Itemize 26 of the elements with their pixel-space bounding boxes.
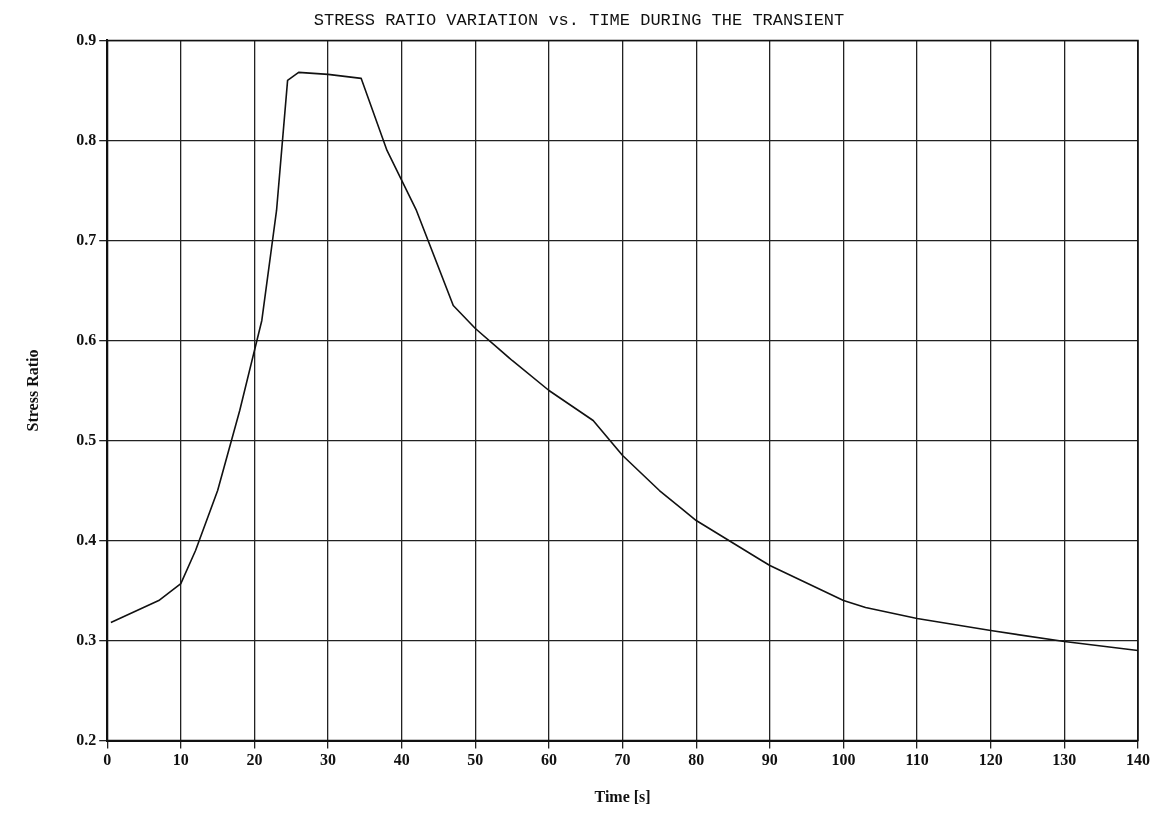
chart-title: STRESS RATIO VARIATION vs. TIME DURING THE TRANSIENT <box>313 10 845 30</box>
x-tick-label: 90 <box>761 751 778 769</box>
x-tick-label: 0 <box>103 751 112 769</box>
x-tick-label: 130 <box>1052 751 1077 769</box>
y-tick-label: 0.2 <box>76 730 97 748</box>
x-tick-label: 10 <box>172 751 189 769</box>
y-tick-label: 0.5 <box>76 430 97 448</box>
x-tick-label: 80 <box>688 751 705 769</box>
y-axis-title: Stress Ratio <box>23 349 41 432</box>
x-tick-label: 120 <box>978 751 1003 769</box>
x-tick-label: 110 <box>905 751 929 769</box>
y-tick-label: 0.6 <box>76 330 97 348</box>
x-tick-label: 50 <box>467 751 484 769</box>
y-tick-label: 0.7 <box>76 230 97 248</box>
x-tick-label: 40 <box>393 751 410 769</box>
x-tick-label: 20 <box>246 751 263 769</box>
x-tick-label: 60 <box>540 751 557 769</box>
y-tick-label: 0.3 <box>76 630 97 648</box>
x-tick-label: 30 <box>320 751 337 769</box>
x-tick-label: 100 <box>831 751 856 769</box>
y-tick-label: 0.4 <box>76 530 97 548</box>
x-axis-title: Time [s] <box>594 787 651 805</box>
x-tick-label: 140 <box>1126 751 1150 769</box>
y-tick-label: 0.9 <box>76 30 97 48</box>
y-tick-label: 0.8 <box>76 130 97 148</box>
x-tick-label: 70 <box>614 751 631 769</box>
